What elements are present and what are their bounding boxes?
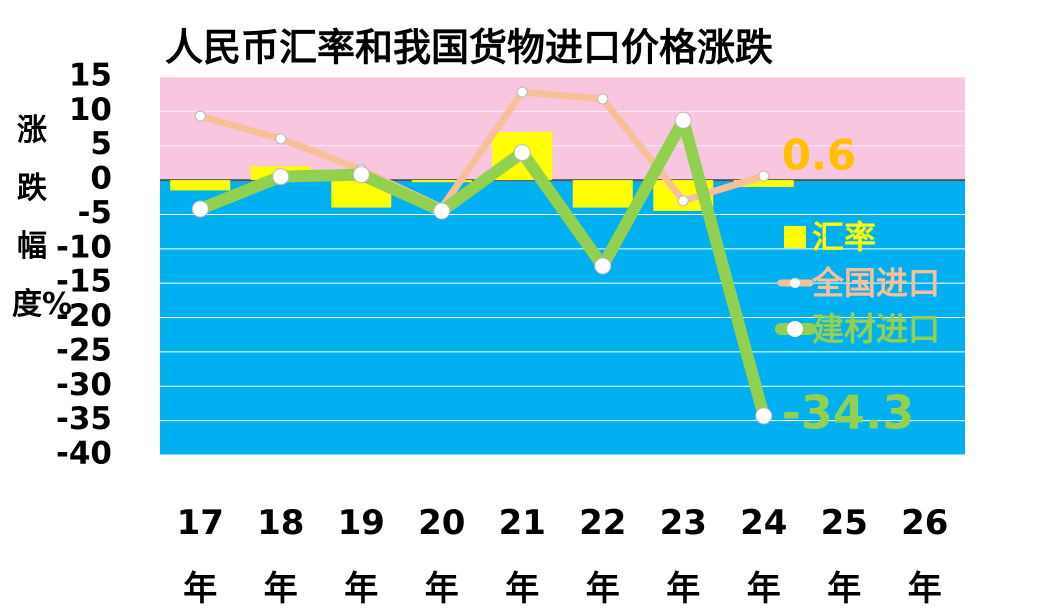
- line: [194, 114, 770, 422]
- marker: [275, 133, 287, 145]
- bar: [411, 180, 472, 183]
- x-tick-label: 22年: [579, 503, 627, 609]
- x-tick-label: 21年: [498, 503, 546, 609]
- y-tick-label: -10: [56, 229, 112, 265]
- marker: [677, 195, 689, 207]
- y-tick-label: -5: [78, 195, 112, 231]
- y-tick-label: -35: [56, 401, 112, 437]
- x-tick-label: 17年: [176, 503, 224, 609]
- annotation: 0.6: [782, 130, 856, 179]
- bar: [170, 180, 231, 191]
- x-tick-label: 25年: [820, 503, 868, 609]
- bar: [733, 180, 794, 187]
- marker: [272, 168, 290, 186]
- marker: [516, 86, 528, 98]
- y-tick-label: 5: [90, 126, 112, 162]
- marker: [597, 93, 609, 105]
- x-tick-label: 19年: [337, 503, 385, 609]
- annotation: -34.3: [782, 385, 915, 439]
- legend-label: 全国进口: [811, 264, 940, 302]
- x-tick-label: 24年: [740, 503, 788, 609]
- y-axis-label: 涨跌幅度%: [12, 113, 73, 322]
- marker: [194, 110, 206, 122]
- line: [196, 88, 768, 212]
- x-tick-label: 20年: [418, 503, 466, 609]
- legend-swatch: [784, 226, 806, 248]
- marker: [674, 111, 692, 129]
- y-tick-label: -40: [56, 436, 112, 472]
- y-tick-label: 15: [69, 58, 112, 94]
- bar: [572, 180, 633, 208]
- marker: [594, 257, 612, 275]
- marker: [755, 407, 773, 425]
- marker: [191, 200, 209, 218]
- x-tick-label: 26年: [901, 503, 949, 609]
- y-tick-label: -30: [56, 367, 112, 403]
- legend-label: 建材进口: [812, 310, 940, 348]
- marker: [513, 144, 531, 162]
- marker: [758, 170, 770, 182]
- y-tick-label: 0: [90, 161, 112, 197]
- marker: [352, 166, 370, 184]
- legend-marker: [790, 278, 800, 288]
- y-tick-label: -25: [56, 332, 112, 368]
- chart-title: 人民币汇率和我国货物进口价格涨跌: [165, 26, 773, 70]
- x-tick-label: 23年: [659, 503, 707, 609]
- y-tick-label: 10: [69, 92, 112, 128]
- y-tick-label: -20: [56, 298, 112, 334]
- marker: [433, 202, 451, 220]
- legend-marker: [787, 321, 803, 337]
- legend-label: 汇率: [812, 218, 876, 256]
- y-tick-label: -15: [56, 264, 112, 300]
- x-tick-label: 18年: [257, 503, 305, 609]
